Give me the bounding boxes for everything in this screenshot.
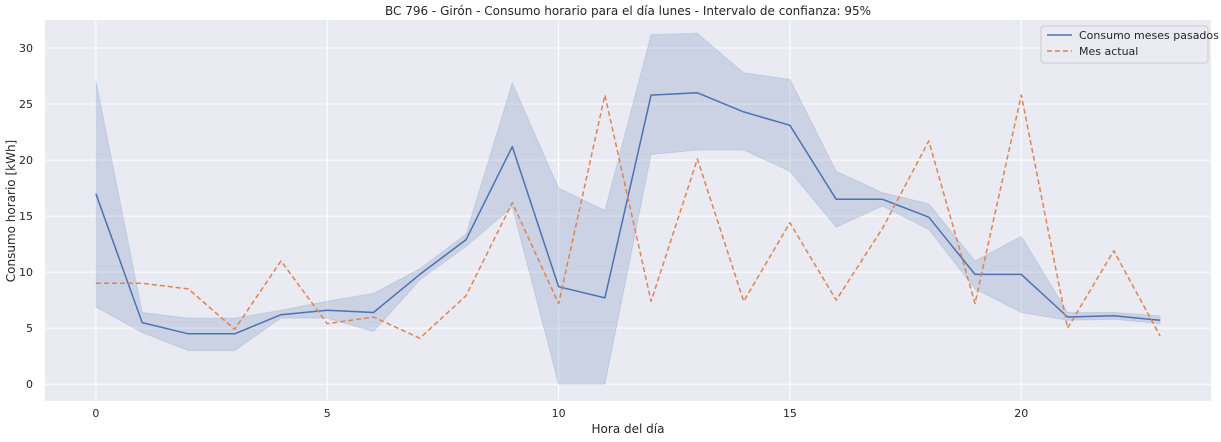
series-lines-group	[95, 92, 1161, 339]
series-line-0	[95, 92, 1161, 335]
y-axis-label: Consumo horario [kWh]	[4, 140, 18, 282]
x-tick-label: 0	[92, 407, 99, 420]
legend-label-consumo: Consumo meses pasados	[1079, 29, 1219, 42]
legend-box	[1040, 25, 1209, 64]
y-tick-label: 5	[26, 322, 33, 335]
plot-area	[45, 20, 1211, 401]
x-tick-label: 20	[1014, 407, 1028, 420]
series-line-1	[95, 94, 1161, 339]
chart-title: BC 796 - Girón - Consumo horario para el…	[385, 4, 871, 18]
x-tick-label: 5	[324, 407, 331, 420]
x-axis-label: Hora del día	[592, 422, 665, 436]
y-tick-label: 15	[19, 210, 33, 223]
y-tick-label: 20	[19, 154, 33, 167]
confidence-band	[95, 32, 1161, 385]
grid-lines	[45, 20, 1211, 401]
legend: Consumo meses pasados Mes actual	[1040, 25, 1219, 64]
y-tick-labels: 0 5 10 15 20 25 30	[19, 42, 33, 391]
confidence-band-group	[95, 32, 1161, 385]
y-tick-label: 10	[19, 266, 33, 279]
legend-label-mes-actual: Mes actual	[1079, 45, 1138, 58]
x-tick-label: 15	[783, 407, 797, 420]
y-tick-label: 25	[19, 98, 33, 111]
y-tick-label: 30	[19, 42, 33, 55]
x-tick-labels: 0 5 10 15 20	[92, 407, 1028, 420]
y-tick-label: 0	[26, 378, 33, 391]
x-tick-label: 10	[552, 407, 566, 420]
